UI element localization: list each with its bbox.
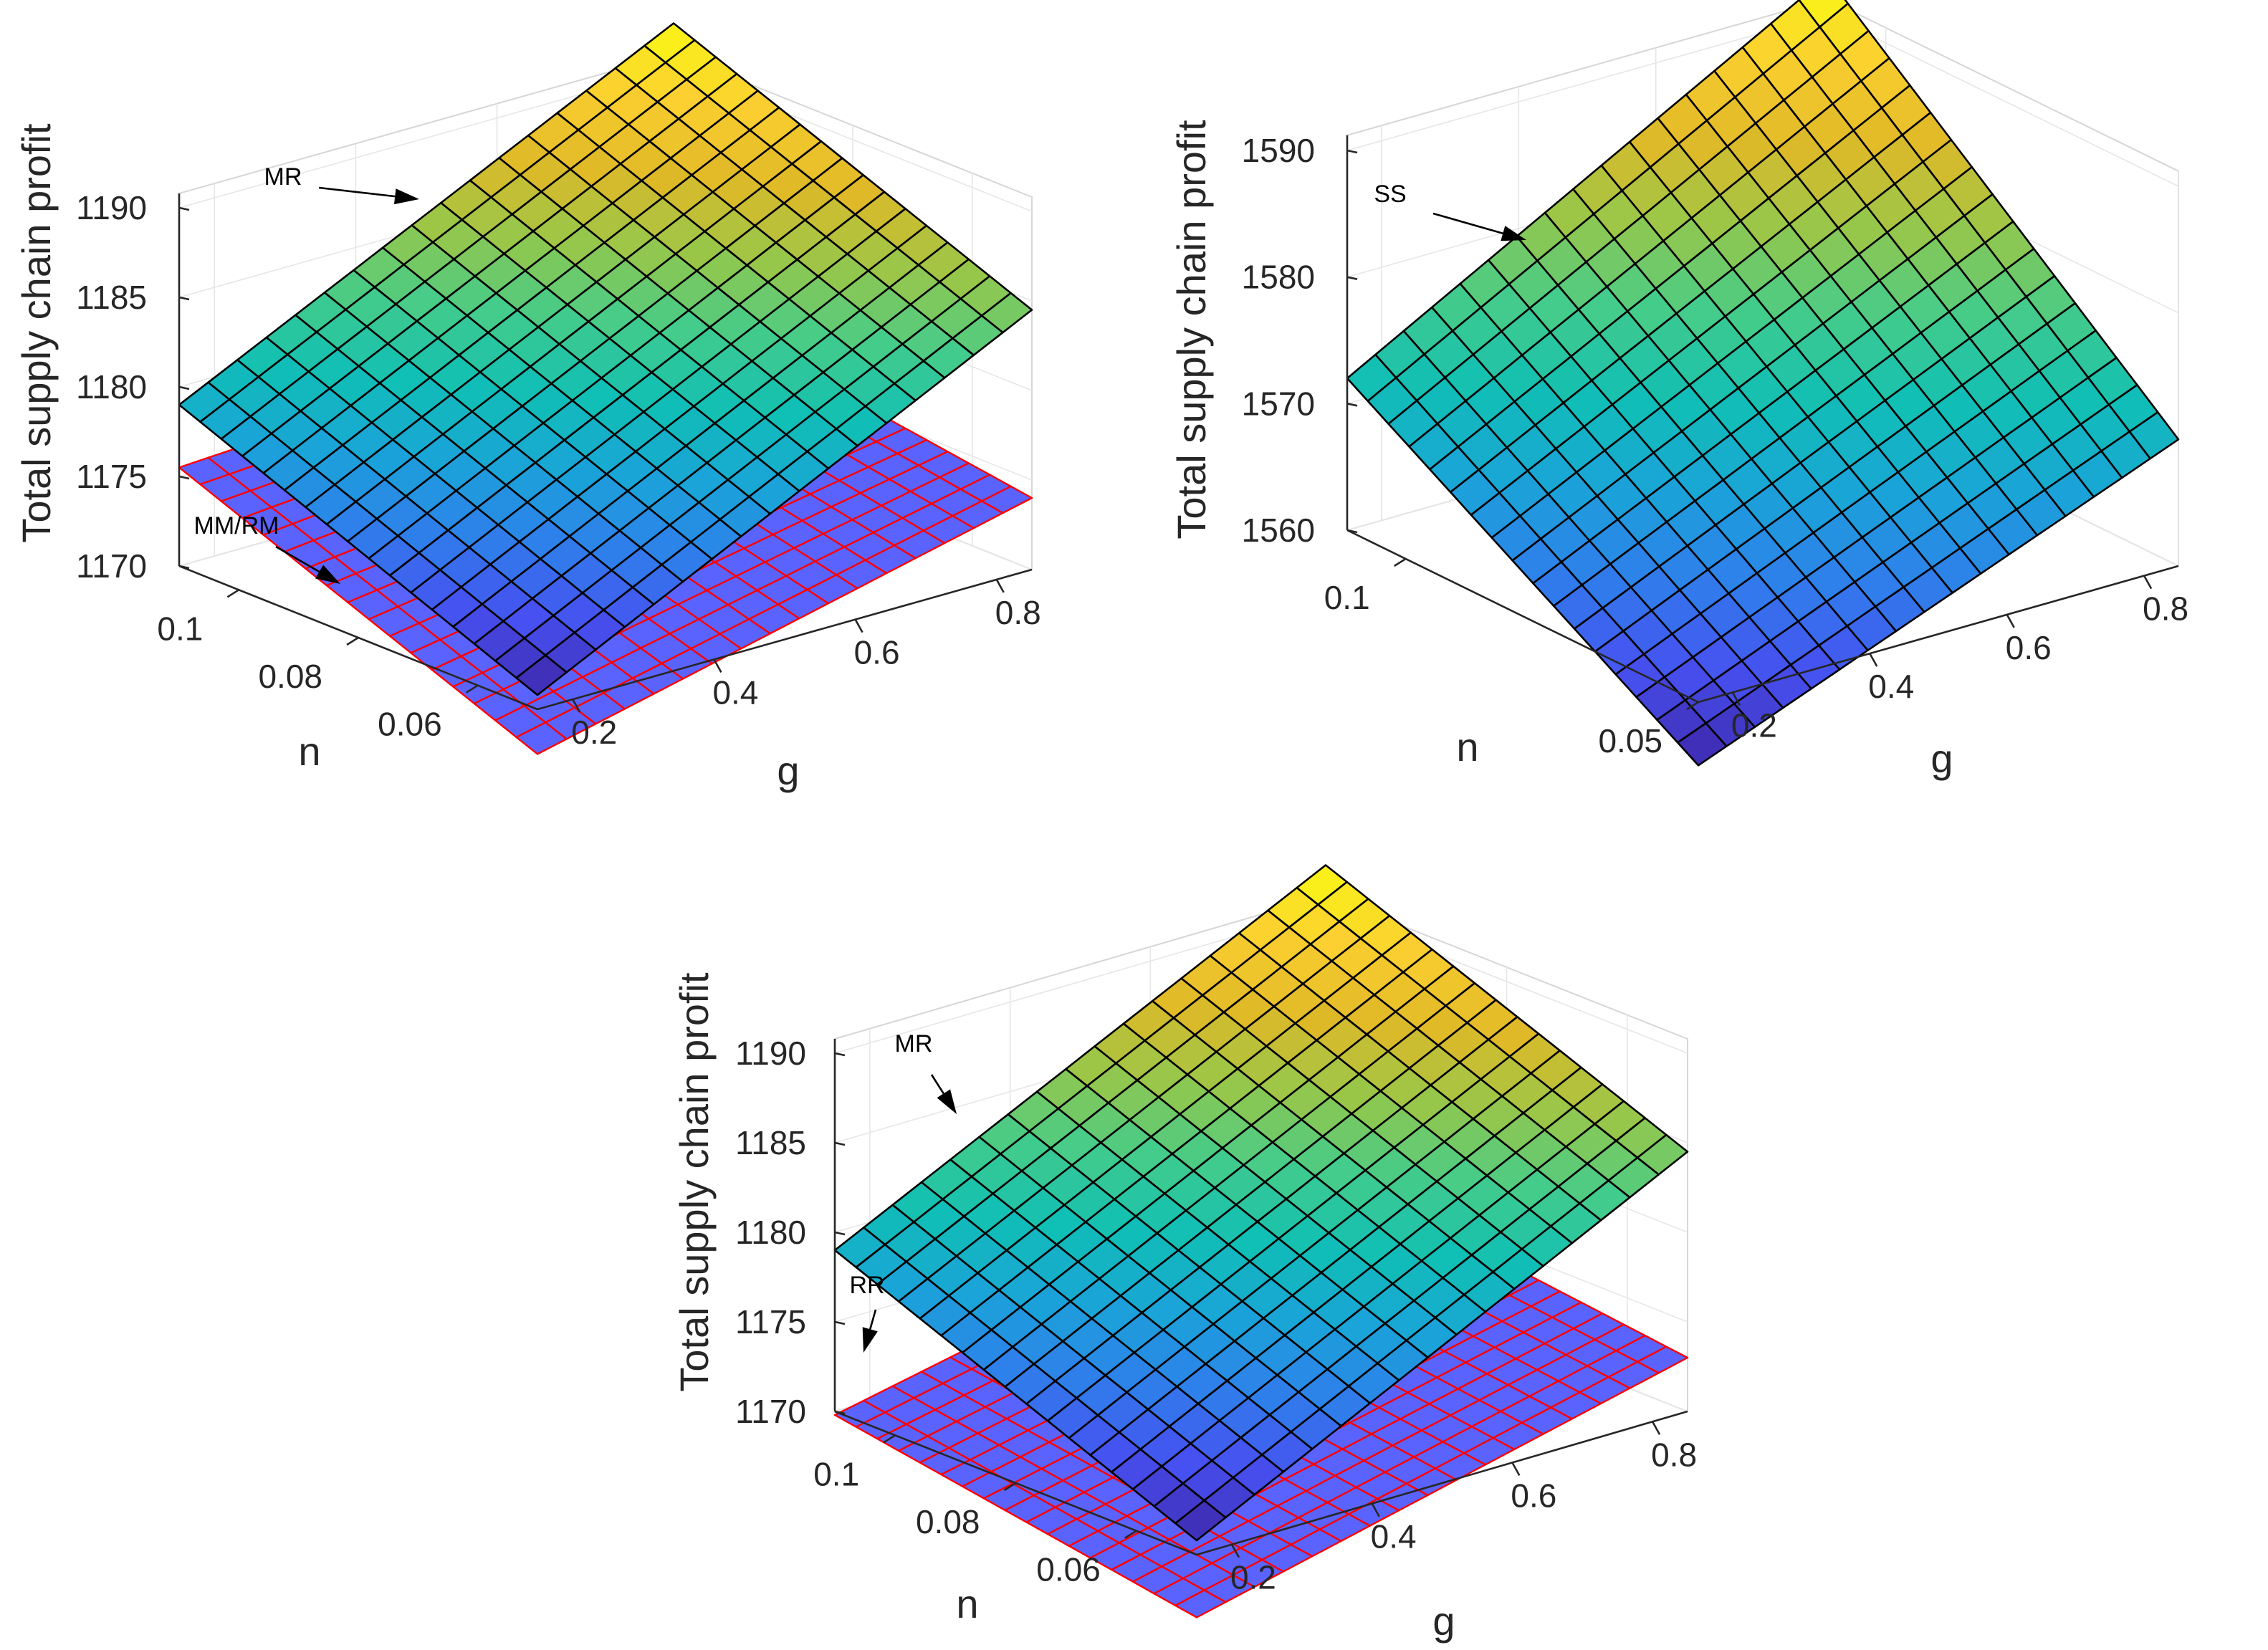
y-tick-label: 0.06 bbox=[1036, 1551, 1101, 1588]
y-tick-label: 0.1 bbox=[157, 610, 203, 647]
z-tick-label: 1570 bbox=[1242, 385, 1315, 422]
x-axis-label: g bbox=[1930, 736, 1953, 781]
y-axis-label: n bbox=[956, 1581, 978, 1626]
z-tick-label: 1590 bbox=[1242, 132, 1315, 169]
surface-mr bbox=[178, 22, 1033, 696]
z-tick-label: 1185 bbox=[76, 279, 147, 316]
x-tick-label: 0.2 bbox=[1731, 706, 1777, 744]
x-tick-label: 0.2 bbox=[1230, 1559, 1276, 1596]
y-tick-label: 0.1 bbox=[1324, 579, 1370, 616]
surface-plot-top-right: 1560 1570 1580 1590 0.2 0.4 0.6 0.8 0.05 0.1 g n Tot… bbox=[1169, 0, 2188, 781]
annotations: MR MM/RM bbox=[194, 163, 419, 584]
x-tick-label: 0.4 bbox=[1868, 668, 1914, 705]
z-tick-label: 1175 bbox=[735, 1303, 806, 1340]
axis-lines bbox=[178, 193, 1033, 713]
x-tick-label: 0.2 bbox=[571, 714, 617, 751]
y-tick-label: 0.08 bbox=[916, 1503, 980, 1540]
x-tick-label: 0.8 bbox=[2143, 590, 2188, 628]
annotation-arrow bbox=[318, 186, 396, 198]
surface-plot-top-left: 1170 1175 1180 1185 1190 0.2 0.4 0.6 0.8 0.06 0.08… bbox=[14, 22, 1041, 793]
axis-lines bbox=[833, 1039, 1688, 1558]
y-tick-label: 0.1 bbox=[813, 1455, 859, 1492]
z-axis-label: Total supply chain profit bbox=[671, 972, 717, 1392]
x-tick-label: 0.8 bbox=[995, 594, 1041, 631]
x-tick-label: 0.4 bbox=[1371, 1518, 1417, 1555]
surface-cell bbox=[1174, 1589, 1227, 1618]
surface-cell bbox=[1174, 1500, 1227, 1542]
x-tick-label: 0.4 bbox=[712, 673, 758, 711]
y-axis-label: n bbox=[298, 729, 320, 774]
y-tick-label: 0.08 bbox=[258, 658, 322, 695]
annotations: MR RR bbox=[849, 1030, 957, 1353]
z-tick-label: 1580 bbox=[1242, 259, 1315, 296]
x-tick-label: 0.6 bbox=[854, 634, 900, 671]
annotation-ss: SS bbox=[1374, 181, 1406, 208]
axis-lines bbox=[1346, 135, 2179, 711]
y-tick-label: 0.05 bbox=[1598, 722, 1662, 759]
x-tick-label: 0.6 bbox=[2006, 629, 2052, 666]
annotations: SS bbox=[1374, 181, 1526, 241]
annotation-arrow-head bbox=[862, 1327, 878, 1353]
surface-cell bbox=[515, 721, 568, 755]
z-tick-label: 1170 bbox=[735, 1393, 806, 1430]
tick-labels: 1170 1175 1180 1185 1190 0.2 0.4 0.6 0.8 0.06 0.08… bbox=[76, 189, 1041, 751]
z-tick-label: 1185 bbox=[735, 1124, 806, 1161]
surface-ss bbox=[1346, 0, 2180, 767]
y-axis-label: n bbox=[1456, 724, 1478, 769]
z-axis-label: Total supply chain profit bbox=[1169, 120, 1214, 539]
annotation-mr: MR bbox=[895, 1030, 933, 1057]
tick-labels: 1560 1570 1580 1590 0.2 0.4 0.6 0.8 0.05 0.1 bbox=[1242, 132, 2188, 759]
x-axis-label: g bbox=[1432, 1598, 1455, 1644]
surface-cell bbox=[1676, 722, 1728, 767]
annotation-arrow bbox=[930, 1074, 944, 1095]
annotation-rr: RR bbox=[849, 1272, 884, 1299]
z-tick-label: 1170 bbox=[76, 547, 147, 585]
annotation-arrow-head bbox=[315, 565, 340, 584]
surface-plot-bottom: 1170 1175 1180 1185 1190 0.2 0.4 0.6 0.8 0.06 0.08… bbox=[671, 864, 1697, 1644]
tick-labels: 1170 1175 1180 1185 1190 0.2 0.4 0.6 0.8 0.06 0.08… bbox=[735, 1035, 1697, 1596]
annotation-arrow bbox=[1432, 212, 1503, 234]
annotation-arrow-head bbox=[937, 1089, 957, 1114]
annotation-arrow-head bbox=[393, 188, 419, 205]
annotation-arrow bbox=[869, 1309, 877, 1330]
z-tick-label: 1175 bbox=[76, 458, 147, 495]
x-tick-label: 0.8 bbox=[1651, 1436, 1697, 1473]
z-tick-label: 1190 bbox=[735, 1035, 806, 1072]
surface-cell bbox=[515, 654, 568, 696]
x-tick-label: 0.6 bbox=[1511, 1477, 1556, 1514]
annotation-mr: MR bbox=[264, 163, 302, 191]
z-tick-label: 1180 bbox=[76, 368, 147, 406]
annotation-arrow bbox=[275, 545, 320, 573]
annotation-mm-rm: MM/RM bbox=[194, 512, 279, 539]
z-tick-label: 1190 bbox=[76, 189, 147, 226]
x-axis-label: g bbox=[777, 748, 799, 793]
y-tick-label: 0.06 bbox=[378, 706, 442, 743]
z-tick-label: 1560 bbox=[1242, 512, 1315, 549]
annotation-arrow-head bbox=[1501, 226, 1526, 241]
z-axis-label: Total supply chain profit bbox=[14, 123, 59, 543]
z-tick-label: 1180 bbox=[735, 1214, 806, 1251]
surface-mr bbox=[833, 864, 1689, 1542]
